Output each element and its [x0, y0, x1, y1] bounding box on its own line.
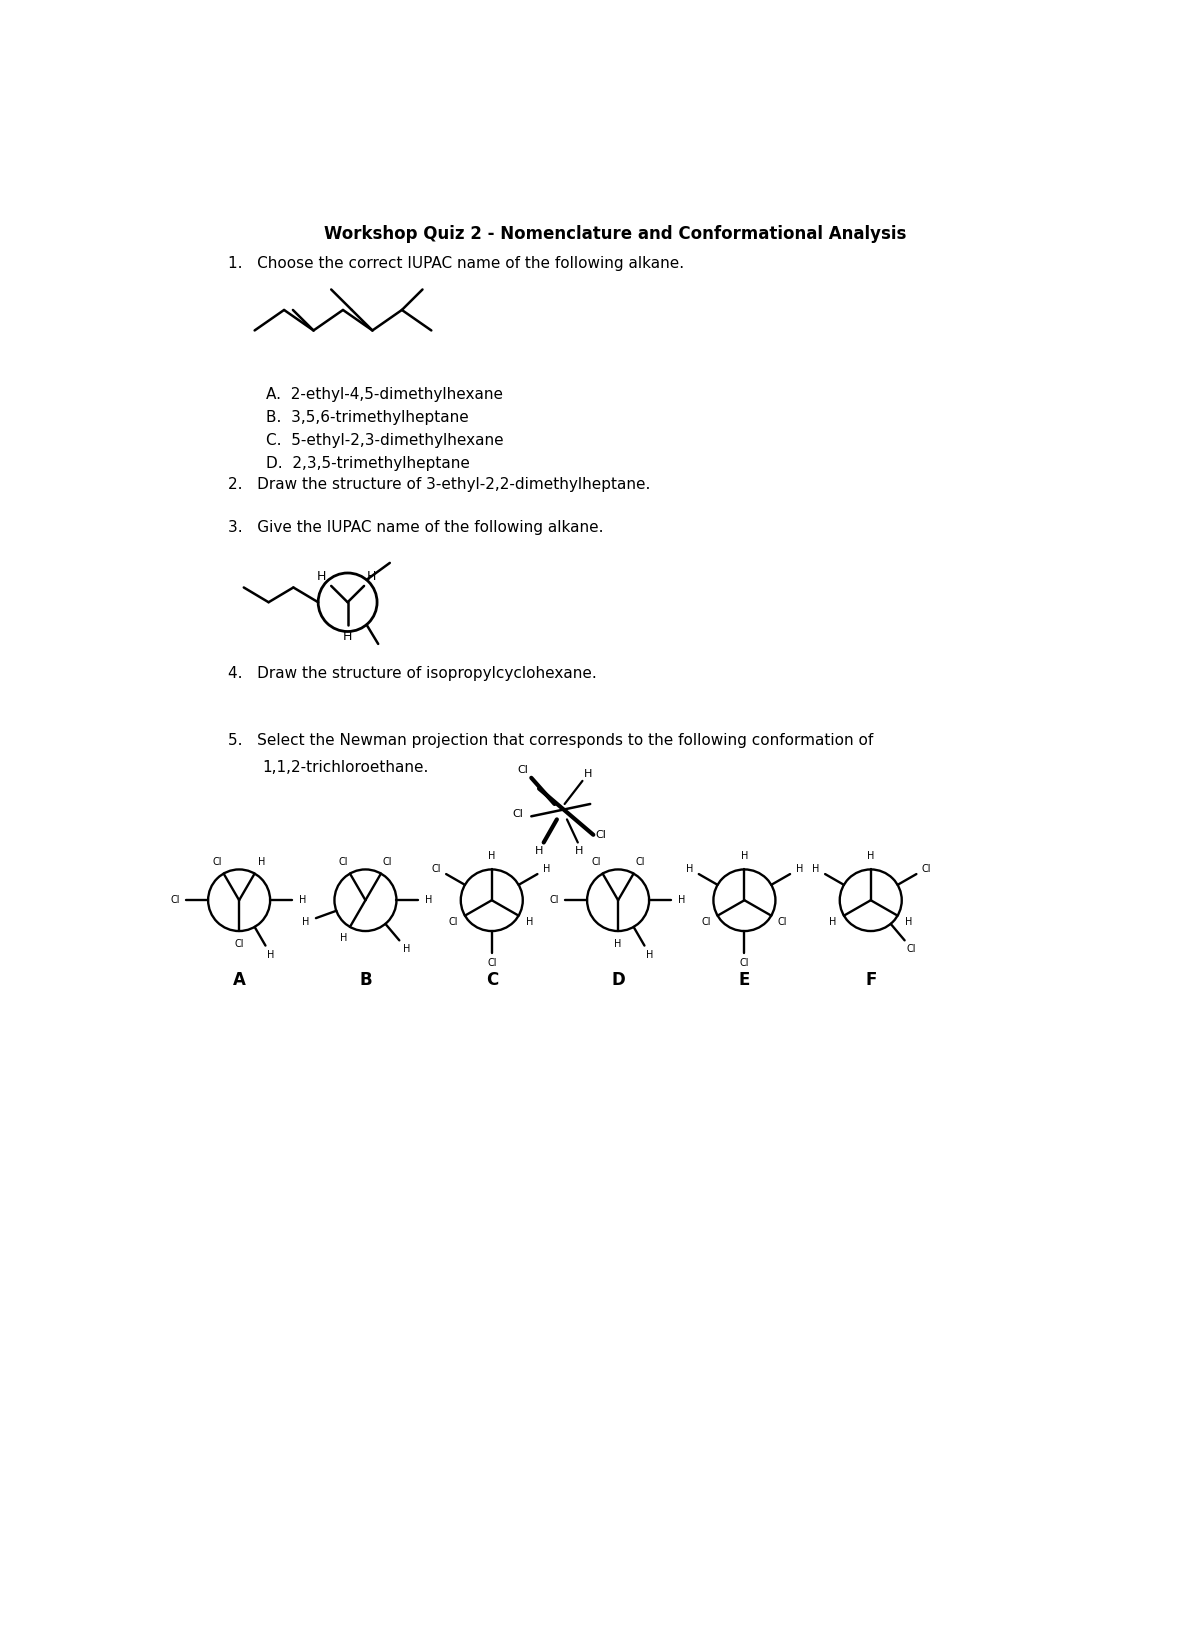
Text: 3.   Give the IUPAC name of the following alkane.: 3. Give the IUPAC name of the following …	[228, 520, 604, 535]
Text: H: H	[796, 863, 803, 873]
Text: 4.   Draw the structure of isopropylcyclohexane.: 4. Draw the structure of isopropylcycloh…	[228, 667, 596, 681]
Text: Workshop Quiz 2 - Nomenclature and Conformational Analysis: Workshop Quiz 2 - Nomenclature and Confo…	[324, 224, 906, 243]
Text: Cl: Cl	[170, 896, 180, 906]
Text: H: H	[425, 896, 433, 906]
Text: 1.   Choose the correct IUPAC name of the following alkane.: 1. Choose the correct IUPAC name of the …	[228, 256, 684, 271]
Text: A: A	[233, 972, 246, 988]
Text: 2.   Draw the structure of 3-ethyl-2,2-dimethylheptane.: 2. Draw the structure of 3-ethyl-2,2-dim…	[228, 477, 650, 492]
Text: Cl: Cl	[595, 830, 606, 840]
Text: H: H	[646, 950, 654, 960]
Text: H: H	[488, 851, 496, 861]
Text: H: H	[299, 896, 306, 906]
Text: Cl: Cl	[512, 808, 523, 818]
Text: H: H	[527, 917, 534, 927]
Text: Cl: Cl	[636, 858, 644, 868]
Text: H: H	[544, 863, 551, 873]
Text: H: H	[258, 858, 265, 868]
Text: D: D	[611, 972, 625, 988]
Text: Cl: Cl	[338, 858, 348, 868]
Text: H: H	[575, 845, 583, 856]
Text: F: F	[865, 972, 876, 988]
Text: H: H	[535, 845, 544, 856]
Text: H: H	[740, 851, 748, 861]
Text: Cl: Cl	[778, 917, 787, 927]
Text: Cl: Cl	[234, 939, 244, 949]
Text: H: H	[403, 944, 410, 954]
Text: H: H	[302, 917, 310, 927]
Text: H: H	[340, 934, 347, 944]
Text: Cl: Cl	[212, 858, 222, 868]
Text: Cl: Cl	[550, 896, 559, 906]
Text: E: E	[739, 972, 750, 988]
Text: D.  2,3,5-trimethylheptane: D. 2,3,5-trimethylheptane	[266, 455, 470, 470]
Text: B: B	[359, 972, 372, 988]
Text: 5.   Select the Newman projection that corresponds to the following conformation: 5. Select the Newman projection that cor…	[228, 733, 872, 747]
Text: H: H	[868, 851, 875, 861]
Text: Cl: Cl	[739, 959, 749, 969]
Text: Cl: Cl	[592, 858, 601, 868]
Text: H: H	[685, 863, 694, 873]
Text: H: H	[584, 769, 593, 779]
Text: 1,1,2-trichloroethane.: 1,1,2-trichloroethane.	[263, 761, 428, 776]
Text: H: H	[343, 630, 353, 644]
Text: Cl: Cl	[922, 863, 930, 873]
Text: Cl: Cl	[383, 858, 392, 868]
Text: H: H	[905, 917, 913, 927]
Text: Cl: Cl	[449, 917, 458, 927]
Text: H: H	[317, 569, 325, 582]
Text: H: H	[614, 939, 622, 949]
Text: H: H	[268, 950, 275, 960]
Text: Cl: Cl	[487, 959, 497, 969]
Text: A.  2-ethyl-4,5-dimethylhexane: A. 2-ethyl-4,5-dimethylhexane	[266, 386, 503, 401]
Text: H: H	[678, 896, 685, 906]
Text: Cl: Cl	[432, 863, 442, 873]
Text: H: H	[367, 569, 377, 582]
Text: B.  3,5,6-trimethylheptane: B. 3,5,6-trimethylheptane	[266, 409, 469, 424]
Text: Cl: Cl	[517, 764, 528, 776]
Text: H: H	[812, 863, 820, 873]
Text: C: C	[486, 972, 498, 988]
Text: Cl: Cl	[907, 944, 917, 954]
Text: C.  5-ethyl-2,3-dimethylhexane: C. 5-ethyl-2,3-dimethylhexane	[266, 432, 504, 447]
Text: Cl: Cl	[702, 917, 710, 927]
Text: H: H	[829, 917, 836, 927]
